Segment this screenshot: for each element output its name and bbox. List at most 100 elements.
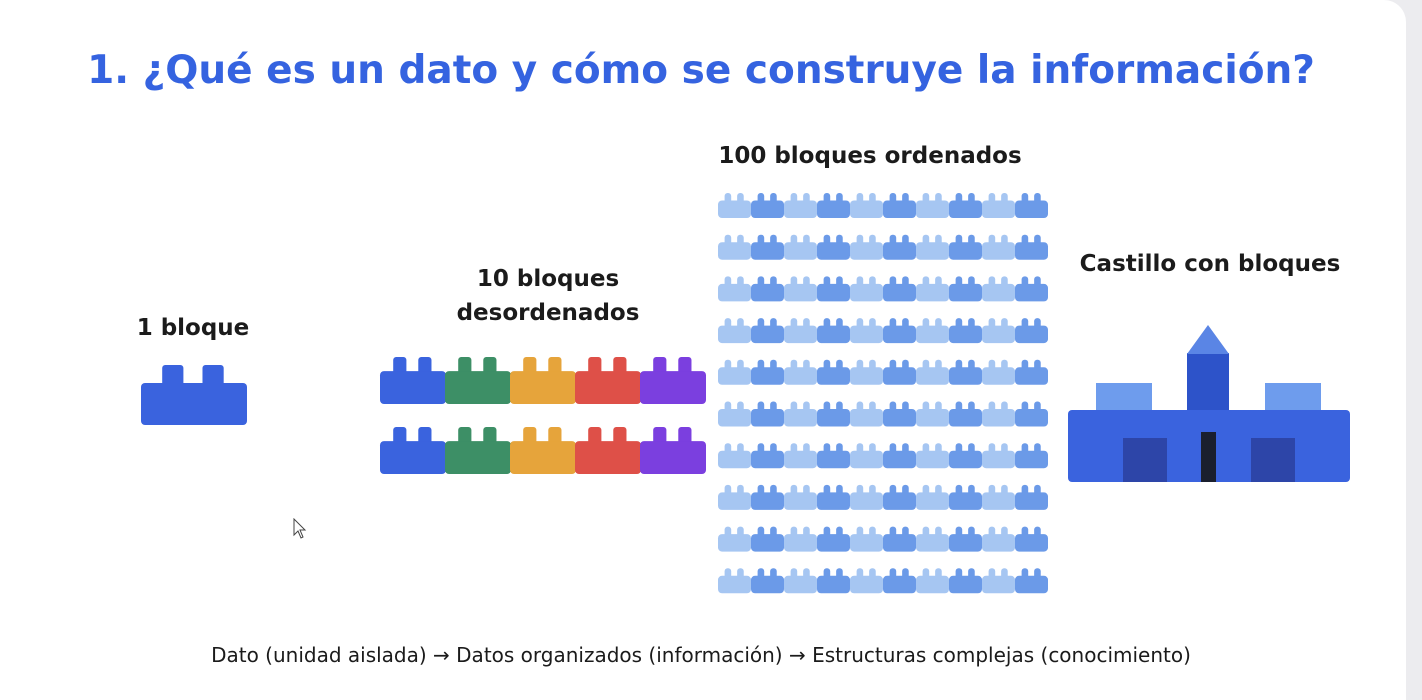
- ordered-block: [949, 568, 982, 594]
- ordered-block: [982, 568, 1015, 594]
- ordered-block: [883, 484, 916, 510]
- ordered-block: [718, 484, 751, 510]
- ordered-block: [1015, 526, 1048, 552]
- ordered-block: [817, 568, 850, 594]
- ordered-block: [883, 193, 916, 218]
- ordered-block: [883, 526, 916, 552]
- single-block-group: [141, 365, 247, 425]
- ordered-block: [1015, 484, 1048, 510]
- ordered-block: [916, 234, 949, 260]
- ordered-block: [751, 526, 784, 552]
- ordered-block: [850, 359, 883, 385]
- ordered-block: [718, 568, 751, 594]
- ordered-block: [817, 318, 850, 344]
- ordered-block: [1015, 318, 1048, 344]
- ordered-block: [949, 193, 982, 218]
- label-one-block: 1 bloque: [136, 315, 250, 341]
- ordered-block: [817, 443, 850, 469]
- ordered-block: [883, 276, 916, 302]
- castle-window-right: [1251, 438, 1295, 482]
- ordered-block: [982, 359, 1015, 385]
- colored-block: [380, 427, 446, 474]
- ordered-block: [751, 484, 784, 510]
- colored-block: [445, 357, 511, 404]
- ordered-block: [751, 318, 784, 344]
- ordered-block: [817, 526, 850, 552]
- ordered-block: [718, 234, 751, 260]
- ordered-block: [949, 443, 982, 469]
- ordered-block: [850, 234, 883, 260]
- ordered-block: [949, 401, 982, 427]
- ordered-block: [1015, 276, 1048, 302]
- single-block: [141, 365, 247, 425]
- ordered-block: [751, 568, 784, 594]
- ordered-block: [949, 276, 982, 302]
- ordered-block: [850, 526, 883, 552]
- blocks-diagram: [141, 193, 1350, 594]
- colored-block: [575, 357, 641, 404]
- ordered-block: [751, 276, 784, 302]
- ordered-block: [817, 401, 850, 427]
- ordered-block: [949, 359, 982, 385]
- ordered-block: [784, 401, 817, 427]
- ordered-block: [850, 193, 883, 218]
- ordered-block: [916, 484, 949, 510]
- ordered-block: [916, 568, 949, 594]
- castle-battlement-left: [1096, 383, 1152, 413]
- ordered-block: [1015, 568, 1048, 594]
- ordered-block: [949, 234, 982, 260]
- colored-block: [640, 357, 706, 404]
- ordered-block: [916, 276, 949, 302]
- ordered-block: [916, 318, 949, 344]
- ordered-block: [949, 318, 982, 344]
- ordered-block: [982, 276, 1015, 302]
- ordered-block: [784, 568, 817, 594]
- ten-blocks-group: [380, 357, 706, 474]
- ordered-block: [718, 443, 751, 469]
- ordered-block: [1015, 234, 1048, 260]
- ordered-block: [883, 318, 916, 344]
- colored-block: [510, 357, 576, 404]
- ordered-block: [1015, 401, 1048, 427]
- label-castle: Castillo con bloques: [1079, 251, 1341, 277]
- colored-block: [445, 427, 511, 474]
- colored-block: [380, 357, 446, 404]
- ordered-block: [982, 193, 1015, 218]
- ordered-block: [718, 193, 751, 218]
- ordered-block: [718, 401, 751, 427]
- slide-title: 1. ¿Qué es un dato y cómo se construye l…: [87, 48, 1315, 93]
- ordered-block: [883, 234, 916, 260]
- ordered-block: [784, 526, 817, 552]
- ordered-block: [850, 276, 883, 302]
- ordered-block: [1015, 443, 1048, 469]
- ordered-block: [850, 443, 883, 469]
- label-ten-blocks: 10 bloques desordenados: [456, 266, 640, 326]
- ordered-block: [751, 401, 784, 427]
- ordered-block: [883, 359, 916, 385]
- ordered-block: [916, 401, 949, 427]
- ordered-block: [850, 401, 883, 427]
- colored-block: [575, 427, 641, 474]
- hundred-blocks-group: [718, 193, 1048, 594]
- ordered-block: [784, 234, 817, 260]
- ordered-block: [850, 484, 883, 510]
- ordered-block: [751, 359, 784, 385]
- ordered-block: [718, 526, 751, 552]
- ordered-block: [784, 193, 817, 218]
- ordered-block: [916, 443, 949, 469]
- ordered-block: [784, 443, 817, 469]
- ordered-block: [982, 443, 1015, 469]
- colored-block: [510, 427, 576, 474]
- ordered-block: [751, 443, 784, 469]
- ordered-block: [883, 443, 916, 469]
- ordered-block: [916, 193, 949, 218]
- ordered-block: [982, 234, 1015, 260]
- ordered-block: [817, 484, 850, 510]
- ordered-block: [817, 276, 850, 302]
- ordered-block: [1015, 359, 1048, 385]
- mouse-pointer-icon: [293, 518, 307, 539]
- ordered-block: [982, 401, 1015, 427]
- ordered-block: [916, 359, 949, 385]
- ordered-block: [784, 484, 817, 510]
